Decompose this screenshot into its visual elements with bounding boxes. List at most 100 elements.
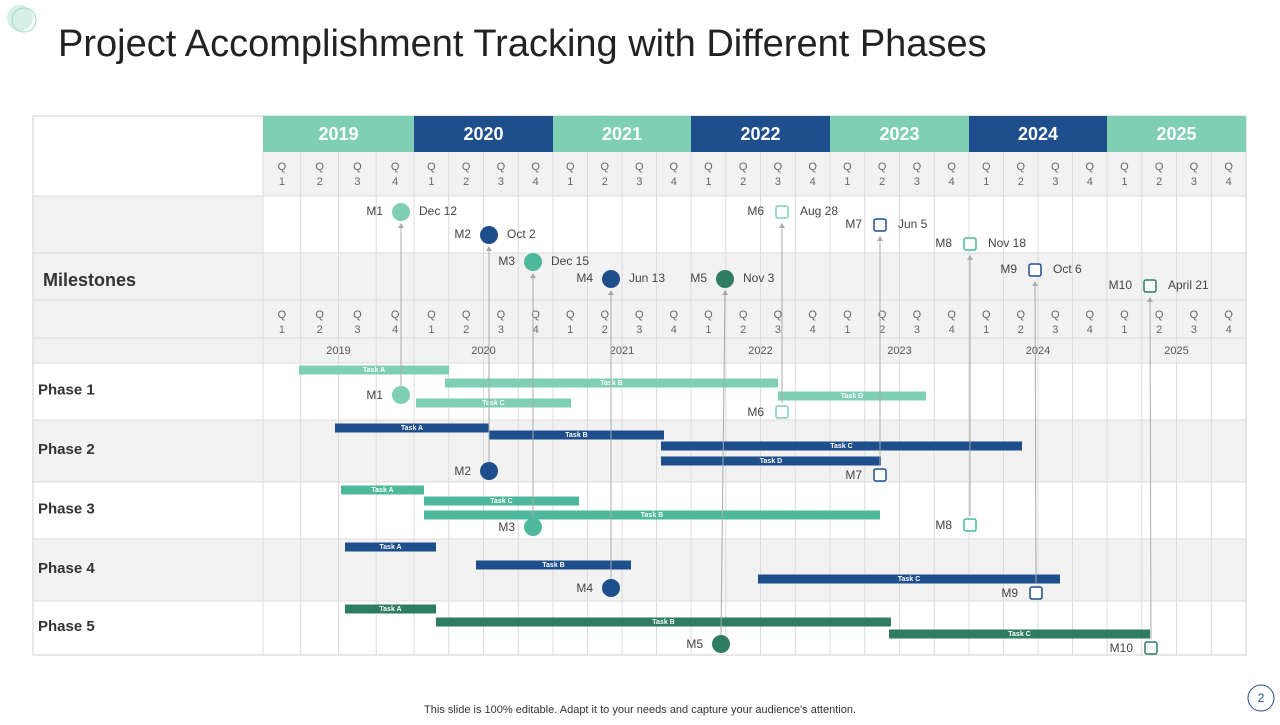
quarter-prefix: Q bbox=[391, 161, 400, 173]
task-label: Task C bbox=[482, 400, 504, 407]
quarter-number: 3 bbox=[1052, 324, 1058, 336]
quarter-prefix: Q bbox=[278, 309, 287, 321]
quarter-number: 2 bbox=[1156, 176, 1162, 188]
task-label: Task B bbox=[565, 432, 587, 439]
quarter-prefix: Q bbox=[427, 309, 436, 321]
quarter-prefix: Q bbox=[704, 309, 713, 321]
quarter-number: 1 bbox=[705, 324, 711, 336]
year-label-small: 2022 bbox=[748, 345, 772, 357]
quarter-prefix: Q bbox=[913, 309, 922, 321]
quarter-prefix: Q bbox=[913, 161, 922, 173]
quarter-number: 1 bbox=[983, 324, 989, 336]
milestone-marker bbox=[602, 270, 620, 288]
milestone-marker bbox=[716, 270, 734, 288]
quarter-prefix: Q bbox=[704, 161, 713, 173]
year-label-small: 2021 bbox=[610, 345, 634, 357]
milestone-label: M5 bbox=[686, 637, 703, 651]
quarter-prefix: Q bbox=[878, 309, 887, 321]
quarter-prefix: Q bbox=[531, 309, 540, 321]
year-label-small: 2020 bbox=[471, 345, 495, 357]
quarter-prefix: Q bbox=[808, 161, 817, 173]
quarter-prefix: Q bbox=[739, 309, 748, 321]
task-bar bbox=[335, 423, 489, 433]
milestone-label: M1 bbox=[366, 388, 383, 402]
year-label-small: 2019 bbox=[326, 345, 350, 357]
quarter-number: 1 bbox=[983, 176, 989, 188]
quarter-number: 4 bbox=[949, 176, 955, 188]
year-label-small: 2025 bbox=[1164, 345, 1188, 357]
row-bg bbox=[33, 196, 263, 363]
quarter-prefix: Q bbox=[566, 161, 575, 173]
page-badge bbox=[1247, 684, 1275, 712]
milestone-label: M3 bbox=[498, 254, 515, 268]
year-label-small: 2024 bbox=[1026, 345, 1050, 357]
milestone-label: M3 bbox=[498, 520, 515, 534]
milestone-date: Nov 3 bbox=[743, 271, 775, 285]
quarter-prefix: Q bbox=[774, 309, 783, 321]
quarter-number: 4 bbox=[949, 324, 955, 336]
milestone-label: M2 bbox=[454, 227, 471, 241]
task-label: Task C bbox=[490, 498, 512, 505]
year-header bbox=[263, 116, 414, 152]
task-label: Task C bbox=[830, 443, 852, 450]
milestones-label: Milestones bbox=[43, 270, 136, 290]
quarter-number: 2 bbox=[1018, 324, 1024, 336]
quarter-number: 1 bbox=[279, 324, 285, 336]
phase-label: Phase 5 bbox=[38, 618, 95, 635]
milestone-marker bbox=[480, 462, 498, 480]
phase-label: Phase 1 bbox=[38, 381, 95, 398]
quarter-prefix: Q bbox=[315, 161, 324, 173]
quarter-number: 4 bbox=[392, 324, 398, 336]
quarter-number: 4 bbox=[671, 324, 677, 336]
quarter-prefix: Q bbox=[1051, 309, 1060, 321]
task-bar bbox=[345, 542, 436, 552]
milestone-marker bbox=[1029, 586, 1043, 600]
quarter-number: 3 bbox=[636, 176, 642, 188]
quarter-prefix: Q bbox=[531, 161, 540, 173]
footer: This slide is 100% editable. Adapt it to… bbox=[424, 704, 856, 716]
task-label: Task C bbox=[1008, 631, 1030, 638]
quarter-prefix: Q bbox=[497, 309, 506, 321]
quarter-number: 3 bbox=[354, 324, 360, 336]
milestone-marker bbox=[524, 253, 542, 271]
quarter-prefix: Q bbox=[669, 309, 678, 321]
task-bar bbox=[778, 391, 926, 401]
task-label: Task B bbox=[542, 562, 564, 569]
quarter-prefix: Q bbox=[566, 309, 575, 321]
connector bbox=[1034, 281, 1037, 585]
year-label: 2023 bbox=[879, 124, 919, 144]
milestone-date: Nov 18 bbox=[988, 236, 1026, 250]
task-bar bbox=[436, 617, 891, 627]
quarter-prefix: Q bbox=[1016, 309, 1025, 321]
year-label: 2020 bbox=[463, 124, 503, 144]
quarter-number: 3 bbox=[636, 324, 642, 336]
row-bg bbox=[33, 420, 1246, 482]
quarter-number: 2 bbox=[602, 176, 608, 188]
page-number: 2 bbox=[1258, 691, 1265, 705]
task-bar bbox=[661, 441, 1022, 451]
milestone-date: Aug 28 bbox=[800, 204, 838, 218]
task-bar bbox=[424, 496, 579, 506]
milestone-label: M9 bbox=[1000, 262, 1017, 276]
quarter-number: 4 bbox=[1226, 324, 1232, 336]
quarter-prefix: Q bbox=[1051, 161, 1060, 173]
year-label: 2025 bbox=[1156, 124, 1196, 144]
arrowhead bbox=[1032, 281, 1038, 286]
decor-circle bbox=[7, 5, 33, 31]
milestone-date: Dec 15 bbox=[551, 254, 589, 268]
quarter-number: 2 bbox=[1156, 324, 1162, 336]
task-bar bbox=[424, 510, 880, 520]
quarter-prefix: Q bbox=[635, 161, 644, 173]
quarter-number: 1 bbox=[428, 176, 434, 188]
milestone-marker bbox=[873, 218, 887, 232]
quarter-number: 1 bbox=[279, 176, 285, 188]
milestone-marker bbox=[775, 205, 789, 219]
quarter-number: 1 bbox=[567, 176, 573, 188]
quarter-prefix: Q bbox=[1120, 309, 1129, 321]
milestone-marker bbox=[712, 635, 730, 653]
milestone-label: M7 bbox=[845, 217, 862, 231]
quarter-prefix: Q bbox=[353, 161, 362, 173]
year-label: 2022 bbox=[740, 124, 780, 144]
milestone-date: Oct 2 bbox=[507, 227, 536, 241]
task-bar bbox=[489, 430, 664, 440]
